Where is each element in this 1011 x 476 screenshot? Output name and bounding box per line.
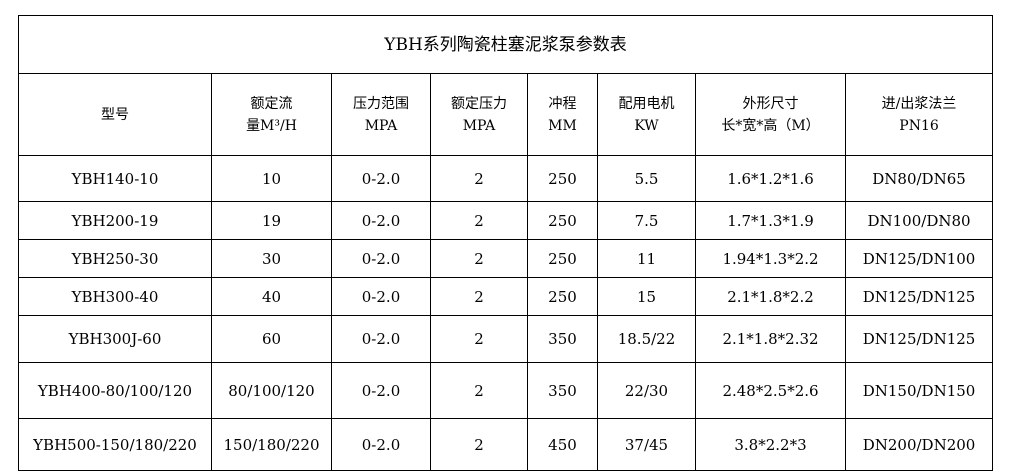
table-cell: 2 — [430, 315, 528, 363]
column-header-line: PN16 — [899, 117, 939, 134]
table-cell: YBH140-10 — [18, 155, 212, 202]
column-header-line: 额定流 — [250, 95, 293, 112]
table-cell: 80/100/120 — [211, 362, 332, 419]
column-header-line: 进/出浆法兰 — [881, 95, 957, 112]
column-header: 配用电机 KW — [597, 73, 696, 156]
table-cell: 19 — [211, 201, 332, 240]
table-cell: YBH400-80/100/120 — [18, 362, 212, 419]
column-header-line: 冲程 — [548, 95, 577, 112]
table-cell: 250 — [527, 201, 598, 240]
table-cell: 2 — [430, 155, 528, 202]
table-cell: 0-2.0 — [331, 362, 431, 419]
table-cell: DN125/DN125 — [844, 277, 994, 316]
column-header-line: MM — [548, 117, 577, 134]
table-cell: 3.8*2.2*3 — [695, 418, 846, 471]
table-cell: YBH300J-60 — [18, 315, 212, 363]
table-cell: 350 — [527, 315, 598, 363]
column-header-line: KW — [634, 117, 659, 134]
table-row: YBH300-40 40 0-2.0 2 250 15 2.1*1.8*2.2 DN125/D… — [18, 277, 994, 316]
column-header-line: MPA — [364, 117, 398, 134]
table-cell: 15 — [597, 277, 696, 316]
column-header: 冲程 MM — [527, 73, 598, 156]
table-cell: 0-2.0 — [331, 315, 431, 363]
column-header-line: 配用电机 — [618, 95, 675, 112]
column-header: 进/出浆法兰 PN16 — [844, 73, 994, 156]
table-title: YBH系列陶瓷柱塞泥浆泵参数表 — [17, 15, 994, 74]
table-cell: DN80/DN65 — [844, 155, 994, 202]
table-cell: 1.7*1.3*1.9 — [695, 201, 846, 240]
table-cell: 2 — [430, 277, 528, 316]
table-cell: 2.1*1.8*2.2 — [695, 277, 846, 316]
table-cell: 350 — [527, 362, 598, 419]
table-cell: 0-2.0 — [331, 155, 431, 202]
table-cell: 150/180/220 — [211, 418, 332, 471]
parameter-table: YBH系列陶瓷柱塞泥浆泵参数表 型号 额定流量M³/H 压力范围 MPA 额定压力 MPA… — [17, 15, 994, 471]
header-row: 型号 额定流量M³/H 压力范围 MPA 额定压力 MPA 冲程 MM 配用电机 KW 外形尺寸长*… — [18, 73, 994, 156]
table-cell: 1.6*1.2*1.6 — [695, 155, 846, 202]
table-cell: 30 — [211, 239, 332, 278]
table-cell: 0-2.0 — [331, 201, 431, 240]
table-cell: 2 — [430, 362, 528, 419]
column-header-line: 长*宽*高（M） — [721, 117, 820, 134]
table-cell: DN125/DN125 — [844, 315, 994, 363]
column-header: 外形尺寸长*宽*高（M） — [695, 73, 846, 156]
table-cell: 60 — [211, 315, 332, 363]
table-cell: 1.94*1.3*2.2 — [695, 239, 846, 278]
table-row: YBH140-10 10 0-2.0 2 250 5.5 1.6*1.2*1.6 DN80/D… — [18, 155, 994, 202]
column-header: 额定流量M³/H — [211, 73, 332, 156]
table-cell: 250 — [527, 277, 598, 316]
table-row: YBH200-19 19 0-2.0 2 250 7.5 1.7*1.3*1.9 DN100/… — [18, 201, 994, 240]
column-header-line: 压力范围 — [353, 95, 409, 112]
table-cell: 37/45 — [597, 418, 696, 471]
table-cell: DN200/DN200 — [844, 418, 994, 471]
table-cell: YBH250-30 — [18, 239, 212, 278]
column-header-line: 额定压力 — [451, 95, 507, 112]
column-header-line: 量M³/H — [246, 117, 297, 134]
table-cell: 0-2.0 — [331, 239, 431, 278]
table-cell: 0-2.0 — [331, 277, 431, 316]
column-header: 额定压力 MPA — [430, 73, 528, 156]
table-cell: DN125/DN100 — [844, 239, 994, 278]
table-cell: 18.5/22 — [597, 315, 696, 363]
table-cell: 2 — [430, 201, 528, 240]
column-header: 压力范围 MPA — [331, 73, 431, 156]
table-cell: 2 — [430, 418, 528, 471]
column-header-line: 外形尺寸 — [742, 95, 799, 112]
table-row: YBH250-30 30 0-2.0 2 250 11 1.94*1.3*2.2 DN125/… — [18, 239, 994, 278]
column-header-line: MPA — [462, 117, 496, 134]
table-cell: 7.5 — [597, 201, 696, 240]
table-cell: 2.48*2.5*2.6 — [695, 362, 846, 419]
table-row: YBH500-150/180/220 150/180/220 0-2.0 2 450 37… — [18, 418, 994, 471]
table-row: YBH300J-60 60 0-2.0 2 350 18.5/22 2.1*1.8*2.32… — [18, 315, 994, 363]
table-cell: YBH300-40 — [18, 277, 212, 316]
table-cell: YBH200-19 — [18, 201, 212, 240]
table-cell: 10 — [211, 155, 332, 202]
table-cell: 0-2.0 — [331, 418, 431, 471]
column-header-line: 型号 — [101, 106, 129, 123]
table-cell: 450 — [527, 418, 598, 471]
table-cell: 250 — [527, 239, 598, 278]
table-cell: DN100/DN80 — [844, 201, 994, 240]
table-row: YBH400-80/100/120 80/100/120 0-2.0 2 350 22/3… — [18, 362, 994, 419]
table-cell: DN150/DN150 — [844, 362, 994, 419]
table-cell: 11 — [597, 239, 696, 278]
table-cell: 2.1*1.8*2.32 — [695, 315, 846, 363]
column-header: 型号 — [18, 73, 212, 156]
table-cell: 250 — [527, 155, 598, 202]
table-cell: 22/30 — [597, 362, 696, 419]
table-cell: 2 — [430, 239, 528, 278]
table-cell: YBH500-150/180/220 — [18, 418, 212, 471]
table-cell: 40 — [211, 277, 332, 316]
table-cell: 5.5 — [597, 155, 696, 202]
